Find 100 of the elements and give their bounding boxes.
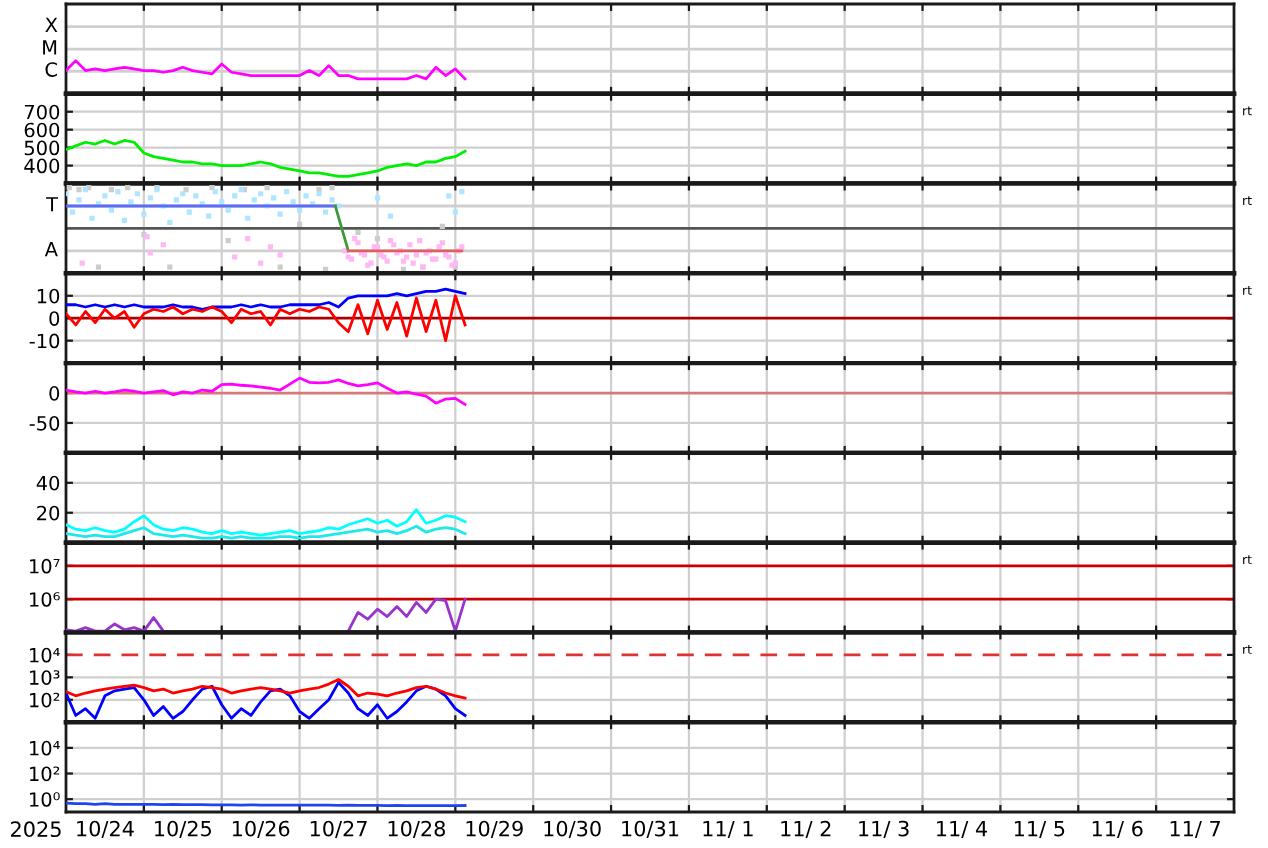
point xyxy=(125,185,131,191)
x-tick-label: 11/ 1 xyxy=(703,820,753,839)
point xyxy=(160,242,166,248)
point xyxy=(167,219,173,225)
ref-line-label: T xyxy=(46,197,59,212)
point xyxy=(329,197,335,203)
y-tick-label: 700 xyxy=(24,104,60,120)
point xyxy=(206,213,212,219)
y-tick-label: 10⁶ xyxy=(30,592,60,607)
point xyxy=(69,209,76,215)
point xyxy=(413,252,419,258)
x-tick-label: 10/30 xyxy=(544,820,601,839)
point xyxy=(264,185,270,191)
y-tick-label: 10² xyxy=(30,692,60,708)
point xyxy=(271,195,277,201)
x-tick-label: 10/29 xyxy=(466,820,523,839)
point xyxy=(245,215,251,221)
line-series xyxy=(66,139,467,178)
point xyxy=(89,215,95,221)
point xyxy=(66,185,72,191)
point xyxy=(417,238,423,244)
point xyxy=(147,250,153,256)
y-tick-label: 10³ xyxy=(30,670,60,685)
y-tick-label: 600 xyxy=(24,122,60,138)
point xyxy=(267,244,273,250)
x-tick-label: 11/ 7 xyxy=(1170,820,1220,839)
ref-line-label: A xyxy=(44,242,58,257)
y-tick-label: 40 xyxy=(36,475,60,491)
point xyxy=(277,264,283,270)
point xyxy=(277,252,283,258)
point xyxy=(219,199,225,205)
y-tick-label: 0 xyxy=(49,311,60,326)
point xyxy=(186,209,192,215)
x-tick-label: 10/26 xyxy=(232,820,290,839)
point xyxy=(452,209,458,215)
x-tick-label: 10/25 xyxy=(155,820,211,839)
y-tick-label: 400 xyxy=(24,158,60,174)
line-series xyxy=(66,376,467,406)
point xyxy=(446,193,452,199)
point xyxy=(303,193,309,199)
point xyxy=(128,199,134,205)
point xyxy=(115,189,121,195)
point xyxy=(232,254,238,260)
x-axis-title: 2025 xyxy=(11,821,61,838)
y-tick-label: -50 xyxy=(29,415,60,431)
point xyxy=(225,207,231,213)
y-tick-label: 0 xyxy=(49,385,60,401)
point xyxy=(400,258,407,264)
point xyxy=(141,211,147,217)
point xyxy=(134,191,140,197)
x-tick-label: 11/ 5 xyxy=(1014,820,1065,839)
point xyxy=(374,236,381,242)
ref-line-label: X xyxy=(45,17,58,32)
point xyxy=(374,195,381,201)
point xyxy=(79,260,85,266)
point xyxy=(245,236,251,242)
y-tick-label: 500 xyxy=(24,140,60,156)
y-tick-label: 10 xyxy=(37,288,60,304)
y-tick-label: 10⁰ xyxy=(30,792,60,807)
point xyxy=(108,207,115,213)
ref-line-label: C xyxy=(45,62,57,77)
point xyxy=(193,193,199,199)
point xyxy=(284,189,290,195)
point xyxy=(384,258,390,264)
point xyxy=(76,197,82,203)
y-tick-label: 10⁴ xyxy=(30,740,60,756)
x-tick-label: 11/ 6 xyxy=(1092,820,1143,839)
line-series xyxy=(66,287,467,311)
x-tick-label: 11/ 3 xyxy=(859,820,909,839)
line-series xyxy=(66,294,467,343)
point xyxy=(404,254,410,260)
point xyxy=(76,187,82,193)
x-tick-label: 11/ 2 xyxy=(781,820,831,839)
point xyxy=(439,223,445,229)
point xyxy=(258,191,264,197)
line-series xyxy=(66,508,467,537)
point xyxy=(232,193,238,199)
point xyxy=(277,211,283,217)
point xyxy=(102,193,108,199)
point xyxy=(147,195,153,201)
point xyxy=(410,260,416,266)
x-tick-label: 11/ 4 xyxy=(937,820,987,839)
y-tick-label: 10⁷ xyxy=(30,558,60,574)
line-series xyxy=(66,678,467,700)
point xyxy=(297,207,303,213)
point xyxy=(387,213,394,219)
x-tick-label: 10/31 xyxy=(622,820,679,839)
point xyxy=(167,264,173,270)
point xyxy=(251,197,257,203)
y-tick-label: 20 xyxy=(37,505,60,521)
ref-line-label: M xyxy=(43,40,57,55)
point xyxy=(329,185,335,191)
point xyxy=(225,238,231,244)
x-tick-label: 10/27 xyxy=(310,820,367,839)
y-tick-label: 10⁴ xyxy=(30,647,60,663)
point xyxy=(407,242,413,248)
x-tick-label: 10/24 xyxy=(77,820,134,839)
point xyxy=(121,217,127,223)
point xyxy=(95,264,102,270)
line-series xyxy=(66,680,467,720)
